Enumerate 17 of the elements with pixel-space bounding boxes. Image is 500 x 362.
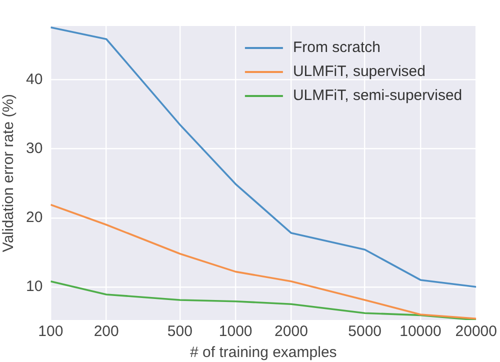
x-tick-label: 5000 xyxy=(348,323,382,340)
x-tick-label: 2000 xyxy=(274,323,308,340)
y-tick-label: 40 xyxy=(26,70,43,88)
x-tick-label: 10000 xyxy=(400,323,442,340)
y-tick-label: 20 xyxy=(26,209,43,226)
x-axis-title: # of training examples xyxy=(190,344,337,362)
x-tick-label: 200 xyxy=(94,323,119,340)
x-tick-label: 20000 xyxy=(455,323,498,340)
legend-label: ULMFiT, supervised xyxy=(292,63,426,80)
x-tick-label: 500 xyxy=(167,323,192,340)
x-tick-label: 100 xyxy=(38,323,64,340)
x-tick-label: 1000 xyxy=(218,323,252,340)
legend-label: From scratch xyxy=(292,39,380,56)
y-tick-label: 10 xyxy=(26,278,43,296)
y-axis-title: Validation error rate (%) xyxy=(0,94,18,252)
y-tick-label: 30 xyxy=(26,140,43,157)
legend-label: ULMFiT, semi-supervised xyxy=(292,87,462,104)
